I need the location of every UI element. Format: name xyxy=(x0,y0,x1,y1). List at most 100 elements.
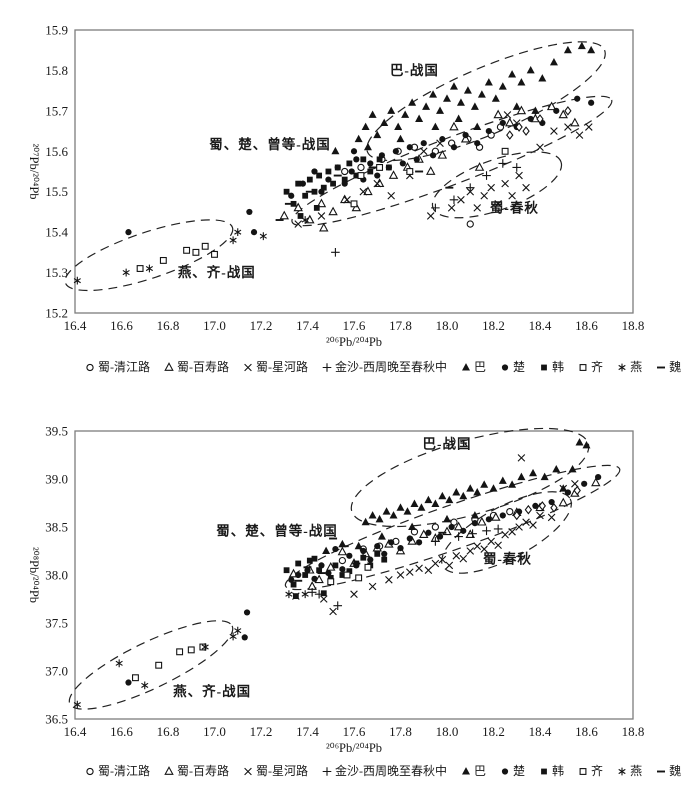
legend-item-triangle-open: 蜀-百寿路 xyxy=(163,762,229,779)
legend-marker-square-filled-icon xyxy=(541,768,547,774)
legend-label: 金沙-西周晚至春秋中 xyxy=(335,360,447,374)
group-ellipse xyxy=(431,151,563,219)
x-tick-label: 16.8 xyxy=(157,724,180,739)
legend-item-plus: 金沙-西周晚至春秋中 xyxy=(321,358,447,375)
y-tick-label: 15.9 xyxy=(45,23,68,38)
legend-item-circle-filled: 楚 xyxy=(499,358,525,375)
legend-marker-triangle-open-icon xyxy=(164,765,174,775)
legend-item-square-open: 齐 xyxy=(577,358,603,375)
series-yan xyxy=(73,590,309,709)
legend-label: 齐 xyxy=(591,360,604,374)
x-tick-label: 18.0 xyxy=(436,318,459,333)
group-annotation: 巴-战国 xyxy=(390,62,439,78)
legend-marker-triangle-filled-icon xyxy=(462,766,470,774)
y-tick-label: 37.0 xyxy=(45,664,68,679)
legend-label: 蜀-清江路 xyxy=(98,764,150,778)
x-tick-label: 16.4 xyxy=(64,318,87,333)
legend-item-circle-open: 蜀-清江路 xyxy=(84,762,150,779)
x-axis-title: ²⁰⁶Pb/²⁰⁴Pb xyxy=(326,741,382,755)
y-tick-label: 36.5 xyxy=(45,712,68,727)
group-annotation: 燕、齐-战国 xyxy=(178,264,256,280)
x-tick-label: 17.0 xyxy=(203,724,226,739)
x-tick-label: 17.2 xyxy=(250,318,273,333)
legend-marker-circle-open-icon xyxy=(86,363,94,371)
pb-isotope-figure-bottom: 36.5 37.0 37.5 38.0 38.5 39.0 39.5 16.4 16.6 16.8… xyxy=(0,416,681,779)
legend-marker-x-icon xyxy=(244,363,252,371)
group-ellipse xyxy=(64,219,234,292)
pb-isotope-figure-top: 15.2 15.3 15.4 15.5 15.6 15.7 15.8 15.9 16.4 16.6… xyxy=(0,0,681,375)
group-annotation: 巴-战国 xyxy=(423,435,472,451)
legend-marker-circle-open-icon xyxy=(86,767,94,775)
legend-item-circle-open: 蜀-清江路 xyxy=(84,358,150,375)
series-shu-baishoulu xyxy=(279,101,580,232)
y-axis-title: ²⁰⁸Pb/²⁰⁴Pb xyxy=(27,547,41,603)
x-tick-label: 18.8 xyxy=(622,724,645,739)
series-jinsha xyxy=(331,159,522,257)
legend-label: 魏 xyxy=(669,360,681,374)
legend-label: 韩 xyxy=(552,764,565,778)
group-ellipse xyxy=(350,427,590,528)
legend-marker-circle-filled-icon xyxy=(501,767,509,775)
x-tick-label: 16.6 xyxy=(110,318,133,333)
legend-label: 燕 xyxy=(630,360,643,374)
x-tick-label: 17.2 xyxy=(250,724,273,739)
legend-item-square-open: 齐 xyxy=(577,762,603,779)
legend-label: 金沙-西周晚至春秋中 xyxy=(335,764,447,778)
legend-marker-circle-filled-icon xyxy=(501,363,509,371)
group-ellipse xyxy=(284,464,621,591)
legend-marker-square-filled-icon xyxy=(541,364,547,370)
series-han xyxy=(283,156,392,219)
x-tick-label: 17.0 xyxy=(203,318,226,333)
y-tick-label: 15.7 xyxy=(45,103,68,118)
legend-label: 燕 xyxy=(630,764,643,778)
x-tick-label: 18.0 xyxy=(436,724,459,739)
x-tick-label: 18.6 xyxy=(575,318,598,333)
legend-label: 蜀-清江路 xyxy=(98,360,150,374)
x-tick-label: 18.4 xyxy=(529,318,552,333)
legend-label: 蜀-星河路 xyxy=(256,360,308,374)
group-ellipse xyxy=(366,41,606,162)
legend-label: 巴 xyxy=(474,360,487,374)
series-chu xyxy=(125,473,602,686)
y-tick-label: 38.0 xyxy=(45,568,68,583)
x-axis-title: ²⁰⁶Pb/²⁰⁴Pb xyxy=(326,335,382,349)
x-tick-label: 17.4 xyxy=(296,318,319,333)
series-qi xyxy=(136,147,509,272)
legend-label: 魏 xyxy=(669,764,681,778)
x-tick-label: 17.6 xyxy=(343,318,366,333)
x-tick-label: 17.8 xyxy=(389,318,412,333)
series-ba xyxy=(331,41,596,155)
legend-label: 楚 xyxy=(513,360,526,374)
legend-item-plus: 金沙-西周晚至春秋中 xyxy=(321,762,447,779)
legend-item-square-filled: 韩 xyxy=(538,762,564,779)
legend-item-x: 蜀-星河路 xyxy=(242,762,308,779)
x-tick-label: 17.6 xyxy=(343,724,366,739)
legend-marker-plus-icon xyxy=(322,362,332,372)
legend-label: 楚 xyxy=(513,764,526,778)
legend-marker-dash-icon xyxy=(657,366,666,368)
legend-label: 巴 xyxy=(474,764,487,778)
series-yan xyxy=(73,216,309,285)
x-tick-label: 18.6 xyxy=(575,724,598,739)
legend-marker-square-open-icon xyxy=(579,767,587,775)
scatter-plot-208pb-204pb: 36.5 37.0 37.5 38.0 38.5 39.0 39.5 16.4 16.6 16.8… xyxy=(27,424,645,756)
x-tick-label: 17.8 xyxy=(389,724,412,739)
group-ellipse xyxy=(441,491,572,574)
x-tick-label: 17.4 xyxy=(296,724,319,739)
legend-marker-asterisk-icon xyxy=(618,767,626,775)
legend-marker-dash-icon xyxy=(657,770,666,772)
legend-marker-triangle-filled-icon xyxy=(462,362,470,370)
legend-item-asterisk: 燕 xyxy=(616,762,642,779)
y-tick-label: 15.8 xyxy=(45,63,68,78)
legend-label: 韩 xyxy=(552,360,565,374)
group-annotation: 蜀、楚、曾等-战国 xyxy=(209,136,331,152)
legend-item-square-filled: 韩 xyxy=(538,358,564,375)
legend-label: 蜀-百寿路 xyxy=(177,764,229,778)
series-ba xyxy=(322,438,591,554)
legend-label: 蜀-星河路 xyxy=(256,764,308,778)
series-wei xyxy=(294,531,447,582)
y-axis-title: ²⁰⁷Pb/²⁰⁴Pb xyxy=(27,143,41,199)
group-annotation: 蜀-春秋 xyxy=(483,550,532,566)
y-tick-label: 15.3 xyxy=(45,265,68,280)
legend-label: 蜀-百寿路 xyxy=(177,360,229,374)
